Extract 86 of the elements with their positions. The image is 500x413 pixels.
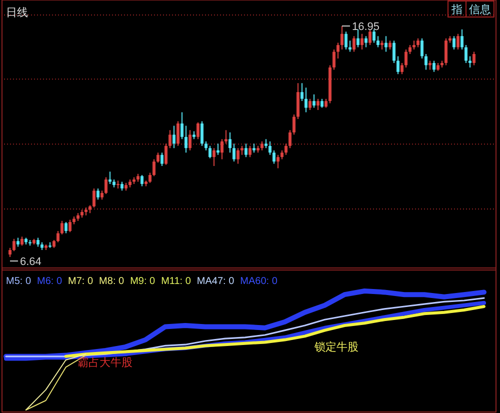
candlestick [172,125,176,149]
text: MA60: 0 [240,276,278,287]
candlestick [236,148,240,164]
candlestick [308,98,312,111]
text: M11: 0 [161,276,192,287]
candlestick [360,33,364,50]
candlestick [188,130,192,151]
candlestick [228,132,232,154]
candlestick [116,180,120,189]
candlestick [272,150,276,164]
candlestick [420,38,424,59]
text: 信息 [469,3,491,16]
text: M7: 0 [68,276,94,287]
annotation: 霸占大牛股 [78,356,133,369]
candlestick [148,172,152,184]
candlestick [316,98,320,111]
candlestick [64,222,68,234]
candlestick [56,230,60,243]
candlestick [356,28,360,48]
text: MA47: 0 [196,276,235,287]
candlestick [176,120,180,146]
chart-title: 日线 [6,6,28,19]
candlestick [468,56,472,68]
candlestick [392,40,396,64]
candlestick [276,154,280,169]
candlestick [232,143,236,162]
candlestick [336,42,340,59]
candlestick [184,125,188,154]
candlestick [456,33,460,50]
candlestick [8,247,12,258]
candlestick [140,174,144,187]
candlestick [364,36,368,48]
candlestick [444,38,448,66]
candlestick [424,54,428,70]
text: M8: 0 [99,276,124,287]
candlestick [432,60,436,72]
candlestick [332,49,336,70]
candlestick [288,130,292,149]
candlestick [152,158,156,177]
candlestick [300,82,304,102]
candlestick [224,130,228,144]
candlestick [168,130,172,149]
candlestick [304,87,308,113]
candlestick [340,26,344,50]
candlestick [220,138,224,160]
candlestick [372,28,376,44]
candlestick [352,36,356,52]
candlestick [376,36,380,48]
candlestick [464,44,468,64]
candlestick [268,140,272,156]
candlestick [400,62,404,75]
candlestick [180,112,184,140]
candlestick [164,143,168,166]
candlestick [292,114,296,136]
candlestick [212,148,216,167]
candlestick [160,152,164,167]
candlestick [96,188,100,200]
candlestick [244,143,248,158]
candlestick [92,188,96,208]
candlestick [156,152,160,164]
candlestick [344,31,348,50]
text: M6: 0 [37,276,62,287]
text: M5: 0 [6,276,32,287]
candlestick [284,143,288,156]
text: 指 [450,4,462,16]
text: M9: 0 [130,276,156,287]
annotation: 16.95 [352,21,380,33]
candlestick [68,219,72,233]
candlestick [312,94,316,108]
candlestick [460,28,464,50]
annotation: 锁定牛股 [314,340,359,354]
candlestick [452,36,456,50]
candlestick [472,51,476,66]
candlestick [12,238,16,252]
candlestick [368,28,372,46]
candlestick [104,176,108,195]
candlestick [208,145,212,159]
candlestick [48,242,52,248]
candlestick [60,220,64,235]
candlestick [404,49,408,68]
candlestick [200,120,204,146]
annotation: 6.64 [20,256,42,268]
candlestick [384,36,388,52]
candlestick [396,56,400,75]
candlestick [248,145,252,158]
candlestick [196,122,200,140]
